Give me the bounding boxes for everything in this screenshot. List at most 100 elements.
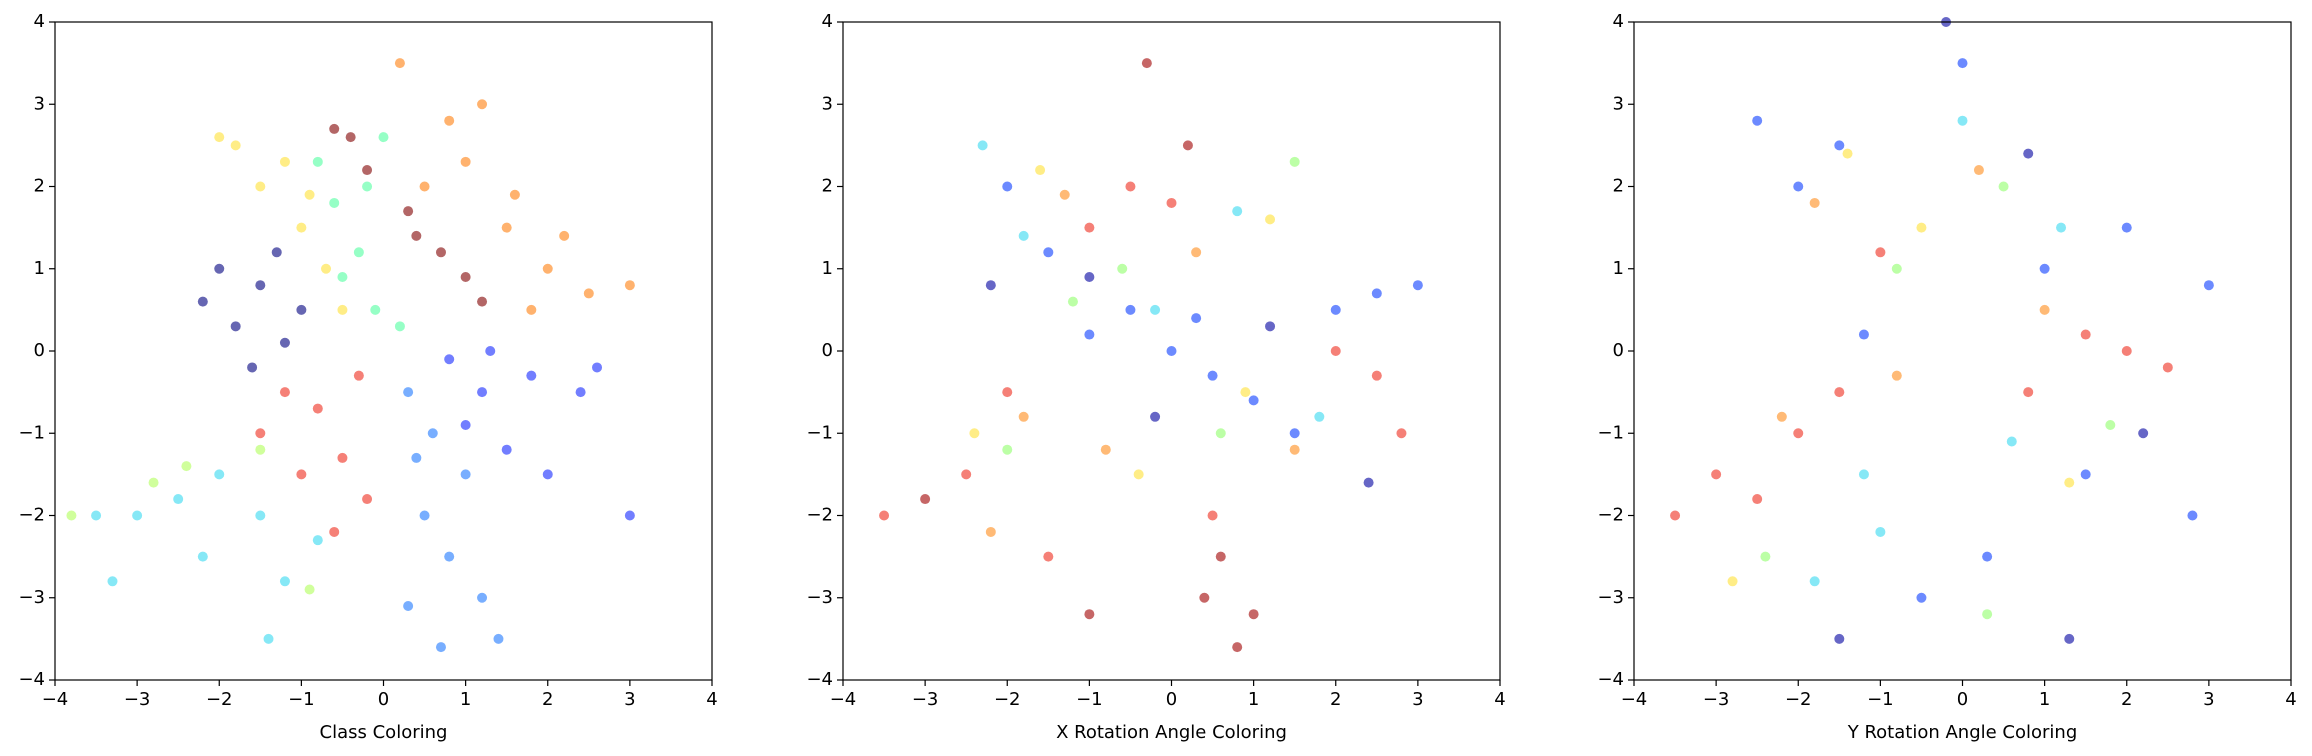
point (969, 428, 980, 439)
x-tick-label: −4 (830, 689, 857, 710)
point (132, 510, 143, 521)
point (1232, 206, 1243, 217)
point (2023, 387, 2034, 398)
point (493, 633, 504, 644)
point (427, 428, 438, 439)
x-axis-label: Class Coloring (320, 722, 448, 743)
point (460, 420, 471, 431)
point (362, 181, 373, 192)
y-tick-label: 2 (1613, 176, 1624, 197)
point (977, 140, 988, 151)
point (1371, 370, 1382, 381)
x-tick-label: 2 (1330, 689, 1341, 710)
point (362, 494, 373, 505)
point (279, 156, 290, 167)
point (2187, 510, 2198, 521)
y-tick-label: −3 (806, 587, 833, 608)
point (403, 387, 414, 398)
point (337, 271, 348, 282)
point (435, 642, 446, 653)
point (1842, 148, 1853, 159)
y-tick-label: −2 (1597, 505, 1624, 526)
x-tick-label: 1 (1248, 689, 1259, 710)
y-tick-label: −1 (806, 422, 833, 443)
point (411, 230, 422, 241)
point (1084, 271, 1095, 282)
y-tick-label: 3 (1613, 93, 1624, 114)
point (403, 206, 414, 217)
point (2138, 428, 2149, 439)
point (107, 576, 118, 587)
point (1834, 387, 1845, 398)
point (920, 494, 931, 505)
point (1760, 551, 1771, 562)
point (1117, 263, 1128, 274)
point (1982, 609, 1993, 620)
x-axis-label: Y Rotation Angle Coloring (1847, 722, 2078, 743)
y-tick-label: −2 (18, 505, 45, 526)
point (411, 452, 422, 463)
point (444, 354, 455, 365)
point (477, 296, 488, 307)
point (1289, 444, 1300, 455)
point (255, 280, 266, 291)
point (1043, 551, 1054, 562)
point (1998, 181, 2009, 192)
point (1330, 346, 1341, 356)
point (2006, 436, 2017, 447)
point (1363, 477, 1374, 488)
point (460, 469, 471, 480)
point (460, 156, 471, 167)
y-tick-label: 1 (34, 258, 45, 279)
point (1240, 387, 1251, 398)
point (1371, 288, 1382, 299)
point (1125, 304, 1136, 315)
subplot: −4 −3 −2 −1 0 1 2 3 4 −4 −3 −2 −1 0 1 2 3 4 Class Coloring (18, 11, 717, 743)
x-tick-label: −1 (1867, 689, 1894, 710)
subplot: −4 −3 −2 −1 0 1 2 3 4 −4 −3 −2 −1 0 1 2 3 4 Y Rotation Ang… (1597, 11, 2296, 743)
point (353, 247, 364, 258)
point (477, 99, 488, 110)
point (2080, 469, 2091, 480)
x-tick-label: 1 (2039, 689, 2050, 710)
point (1891, 263, 1902, 274)
point (271, 247, 282, 258)
y-tick-label: −4 (18, 669, 45, 690)
y-tick-label: −3 (1597, 587, 1624, 608)
point (435, 247, 446, 258)
point (304, 189, 315, 200)
point (501, 222, 512, 233)
point (501, 444, 512, 455)
y-tick-label: 4 (34, 11, 45, 32)
x-tick-label: 3 (2203, 689, 2214, 710)
point (879, 510, 890, 521)
point (1018, 411, 1029, 422)
x-tick-label: −2 (206, 689, 233, 710)
point (477, 592, 488, 603)
point (394, 58, 405, 69)
point (1265, 214, 1276, 225)
x-tick-label: 0 (1166, 689, 1177, 710)
point (1834, 633, 1845, 644)
point (1752, 115, 1763, 126)
point (353, 370, 364, 381)
point (279, 387, 290, 398)
point (1670, 510, 1681, 521)
point (255, 428, 266, 439)
axes-frame (54, 21, 713, 681)
point (1166, 346, 1177, 356)
x-tick-label: −4 (1621, 689, 1648, 710)
point (2064, 477, 2075, 488)
point (255, 444, 266, 455)
point (148, 477, 159, 488)
point (444, 551, 455, 562)
point (985, 280, 996, 291)
point (419, 181, 430, 192)
point (279, 576, 290, 587)
point (1035, 165, 1046, 176)
point (173, 494, 184, 505)
point (1191, 313, 1202, 324)
point (1809, 197, 1820, 208)
point (624, 510, 635, 521)
